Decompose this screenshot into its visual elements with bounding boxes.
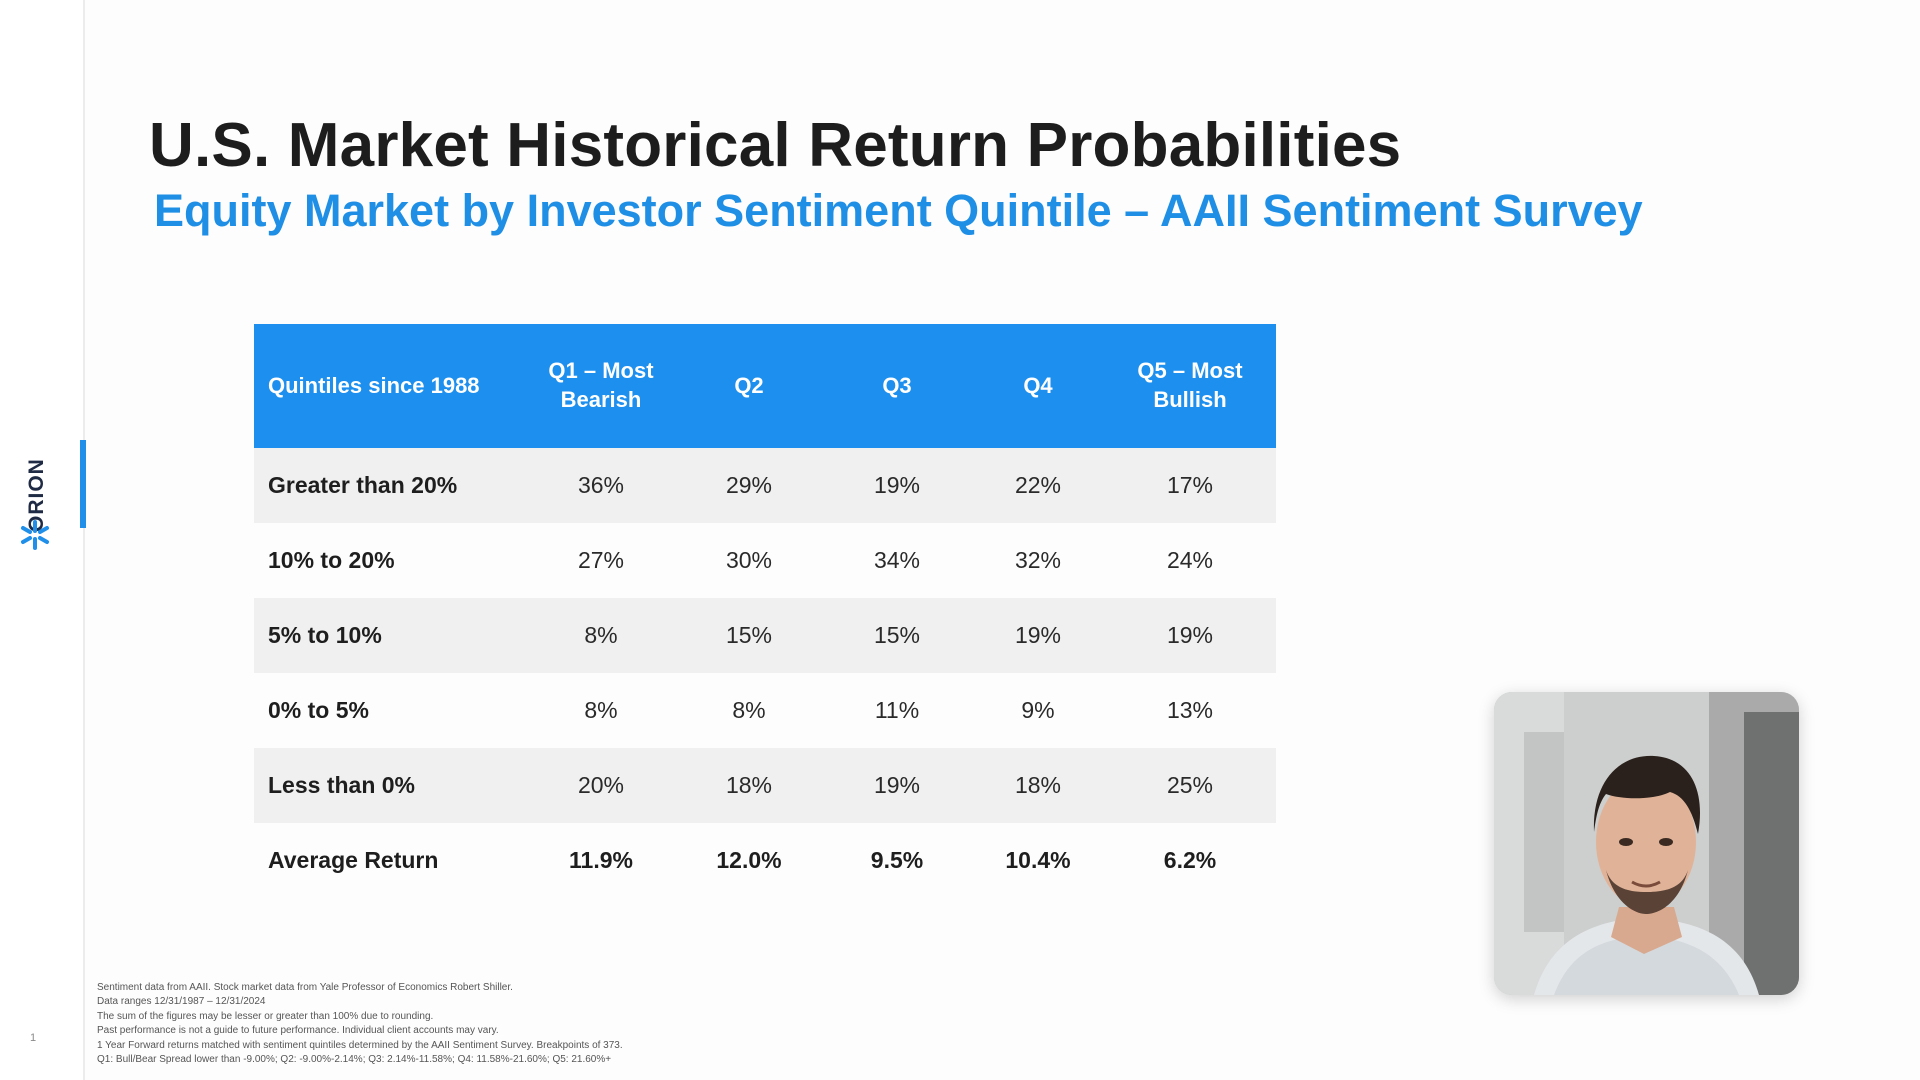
header-quintiles: Quintiles since 1988 — [254, 324, 526, 448]
presenter-webcam-image — [1494, 692, 1799, 995]
table-cell: 17% — [1104, 448, 1276, 523]
table-cell: 32% — [1014, 547, 1062, 573]
table-cell: 34% — [873, 547, 921, 573]
header-q3: Q3 — [822, 324, 972, 448]
table-row: 5% to 10% 8% 15% 15% 19% 19% — [254, 598, 1276, 673]
table-cell: 10.4% — [1005, 847, 1071, 873]
average-return-row: Average Return 11.9% 12.0% 9.5% 10.4% 6.… — [254, 823, 1276, 898]
table-row: 10% to 20% 27% 30% 34% 32% 24% — [254, 523, 1276, 598]
table-cell: 19% — [822, 448, 972, 523]
table-cell: 19% — [1104, 598, 1276, 673]
row-label: Greater than 20% — [254, 448, 526, 523]
table-cell: 11% — [874, 697, 920, 723]
table-cell: 11.9% — [569, 847, 633, 873]
orion-logo: ORION — [21, 458, 49, 550]
footnote-line: Data ranges 12/31/1987 – 12/31/2024 — [97, 996, 266, 1008]
table-cell: 15% — [822, 598, 972, 673]
table-header-row: Quintiles since 1988 Q1 – Most Bearish Q… — [254, 324, 1276, 448]
table-cell: 27% — [577, 547, 625, 573]
table-cell: 25% — [1104, 748, 1276, 823]
table-cell: 13% — [1166, 697, 1214, 723]
table-cell: 9.5% — [870, 847, 924, 873]
footnote-line: Q1: Bull/Bear Spread lower than -9.00%; … — [97, 1054, 612, 1066]
footnote-line: Sentiment data from AAII. Stock market d… — [97, 982, 513, 993]
row-label: Less than 0% — [254, 748, 526, 823]
table-cell: 9% — [1021, 697, 1055, 723]
slide-subtitle: Equity Market by Investor Sentiment Quin… — [154, 185, 1643, 236]
table-cell: 30% — [725, 547, 773, 573]
table-row: 0% to 5% 8% 8% 11% 9% 13% — [254, 673, 1276, 748]
row-label: 0% to 5% — [268, 697, 369, 723]
table-cell: 20% — [526, 748, 676, 823]
table-cell: 22% — [972, 448, 1104, 523]
table-cell: 18% — [972, 748, 1104, 823]
header-q5: Q5 – Most Bullish — [1104, 324, 1276, 448]
table-cell: 36% — [526, 448, 676, 523]
table-cell: 29% — [676, 448, 822, 523]
row-label: 10% to 20% — [268, 547, 395, 573]
table-cell: 8% — [584, 697, 618, 723]
table-cell: 19% — [822, 748, 972, 823]
presenter-video-tile — [1494, 692, 1799, 995]
table-cell: 12.0% — [716, 847, 782, 873]
asterisk-logo-icon — [21, 520, 49, 550]
brand-sidebar: ORION — [0, 0, 85, 1080]
table-cell: 19% — [972, 598, 1104, 673]
brand-name: ORION — [25, 458, 48, 532]
footnote-line: Past performance is not a guide to futur… — [97, 1025, 499, 1037]
footnote-line: 1 Year Forward returns matched with sent… — [97, 1039, 623, 1051]
table-cell: 8% — [732, 697, 766, 723]
brand-accent-bar — [80, 440, 86, 528]
table-cell: 24% — [1166, 547, 1214, 573]
footnote-line: The sum of the figures may be lesser or … — [97, 1010, 434, 1022]
table-cell: 18% — [676, 748, 822, 823]
header-q4: Q4 — [972, 324, 1104, 448]
header-q1: Q1 – Most Bearish — [526, 324, 676, 448]
table-cell: 15% — [676, 598, 822, 673]
footnotes: Sentiment data from AAII. Stock market d… — [97, 981, 797, 1067]
table-cell: 6.2% — [1163, 847, 1217, 873]
slide-title: U.S. Market Historical Return Probabilit… — [149, 111, 1402, 180]
table-cell: 8% — [526, 598, 676, 673]
row-label: Average Return — [268, 847, 439, 873]
slide-number: 1 — [30, 1032, 37, 1044]
header-q2: Q2 — [676, 324, 822, 448]
sentiment-returns-table: Quintiles since 1988 Q1 – Most Bearish Q… — [254, 324, 1276, 898]
table-row: Greater than 20% 36% 29% 19% 22% 17% — [254, 448, 1276, 523]
row-label: 5% to 10% — [254, 598, 526, 673]
table-row: Less than 0% 20% 18% 19% 18% 25% — [254, 748, 1276, 823]
